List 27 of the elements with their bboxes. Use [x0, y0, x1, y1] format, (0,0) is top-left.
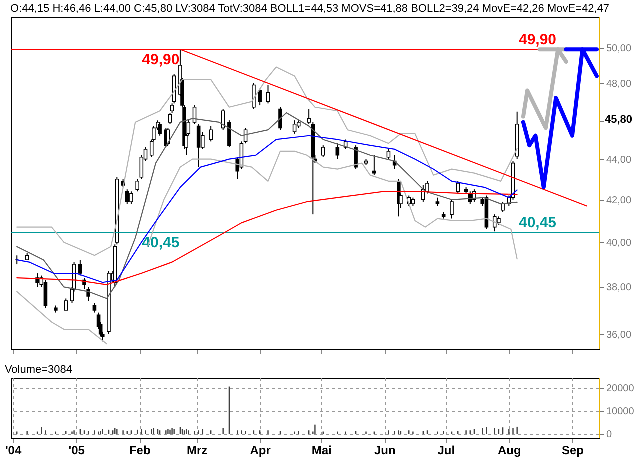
y-tick-label: 50,00 [606, 43, 632, 54]
text: 45,80 [605, 114, 633, 126]
x-tick-label: Jun [374, 444, 396, 458]
y-tick-label: 40,00 [606, 238, 632, 249]
x-tick-label: Sep [562, 444, 584, 458]
x-tick-label: Mai [312, 444, 332, 458]
y-tick-label: 0 [606, 430, 612, 441]
y-tick-label: 42,00 [606, 195, 632, 206]
x-tick-label: '05 [68, 444, 86, 458]
ref-line-label: 40,45 [142, 234, 180, 252]
y-tick-label: 48,00 [606, 78, 632, 90]
annotation: 40,45 [518, 214, 557, 232]
y-tick-label: 38,00 [606, 282, 632, 294]
x-tick-label: Apr [250, 444, 272, 458]
x-tick-label: Feb [129, 444, 151, 458]
ref-line-label: 49,90 [142, 52, 180, 69]
y-tick-label: 20000 [606, 383, 635, 394]
y-tick-label: 10000 [606, 406, 635, 418]
x-tick-label: Jul [438, 444, 456, 458]
x-tick-label: '04 [5, 444, 22, 458]
chart-title: Volume=3084 [4, 364, 73, 376]
x-tick-label: Aug [498, 444, 522, 458]
annotation: 49,90 [518, 32, 557, 49]
x-tick-label: Mrz [186, 444, 208, 458]
y-tick-label: 36,00 [606, 330, 632, 341]
chart-title: O:44,15 H:46,46 L:44,00 C:45,80 LV:3084 TotV:3084 BOLL1=44,53 MOVS=41,88 BOLL2=39,24 MovE=42,26 MovE=42,47 [10, 3, 610, 15]
y-tick-label: 44,00 [606, 154, 632, 166]
